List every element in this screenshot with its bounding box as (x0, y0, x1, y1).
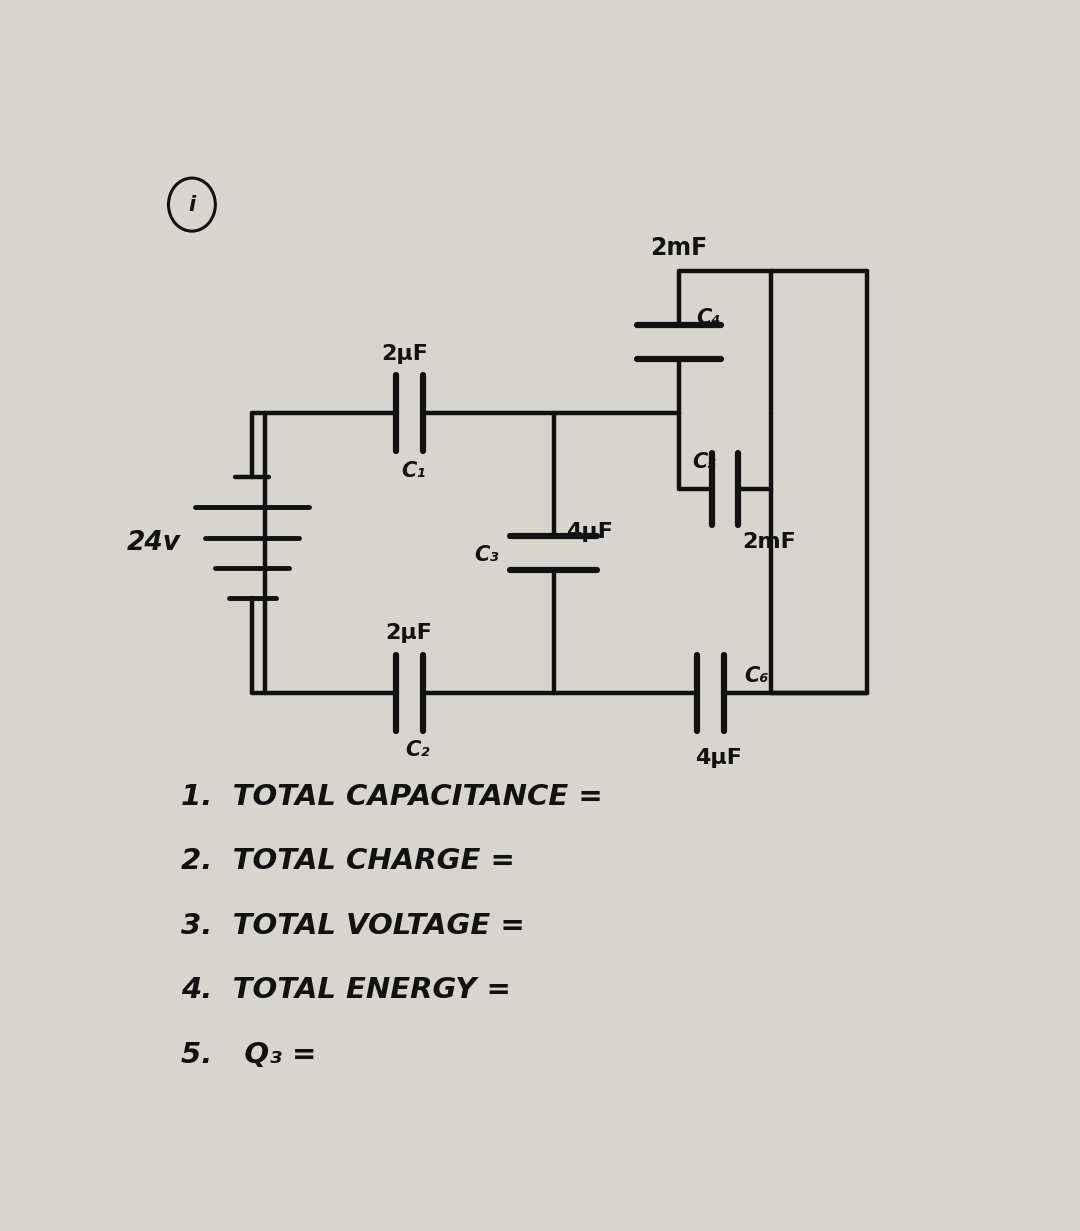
Text: 4μF: 4μF (696, 747, 742, 768)
Text: 5.    Q₃ =: 5. Q₃ = (181, 1041, 316, 1069)
Text: i: i (188, 194, 195, 214)
Text: 24v: 24v (127, 531, 181, 556)
Text: 4μF: 4μF (566, 522, 613, 542)
Text: 2mF: 2mF (650, 235, 707, 260)
Text: 2mF: 2mF (742, 532, 796, 551)
Text: 2μF: 2μF (386, 623, 433, 644)
Text: 2.  TOTAL CHARGE =: 2. TOTAL CHARGE = (181, 847, 515, 875)
Text: 3.  TOTAL VOLTAGE =: 3. TOTAL VOLTAGE = (181, 912, 525, 940)
Text: C₅: C₅ (692, 452, 717, 471)
Text: C₆: C₆ (744, 666, 768, 686)
Text: C₄: C₄ (696, 308, 720, 329)
Text: C₃: C₃ (474, 545, 499, 565)
Text: 1.  TOTAL CAPACITANCE =: 1. TOTAL CAPACITANCE = (181, 783, 603, 811)
Text: 4.  TOTAL ENERGY =: 4. TOTAL ENERGY = (181, 976, 511, 1004)
Text: C₂: C₂ (405, 740, 430, 760)
Text: 2μF: 2μF (381, 343, 429, 364)
Text: C₁: C₁ (401, 460, 426, 480)
